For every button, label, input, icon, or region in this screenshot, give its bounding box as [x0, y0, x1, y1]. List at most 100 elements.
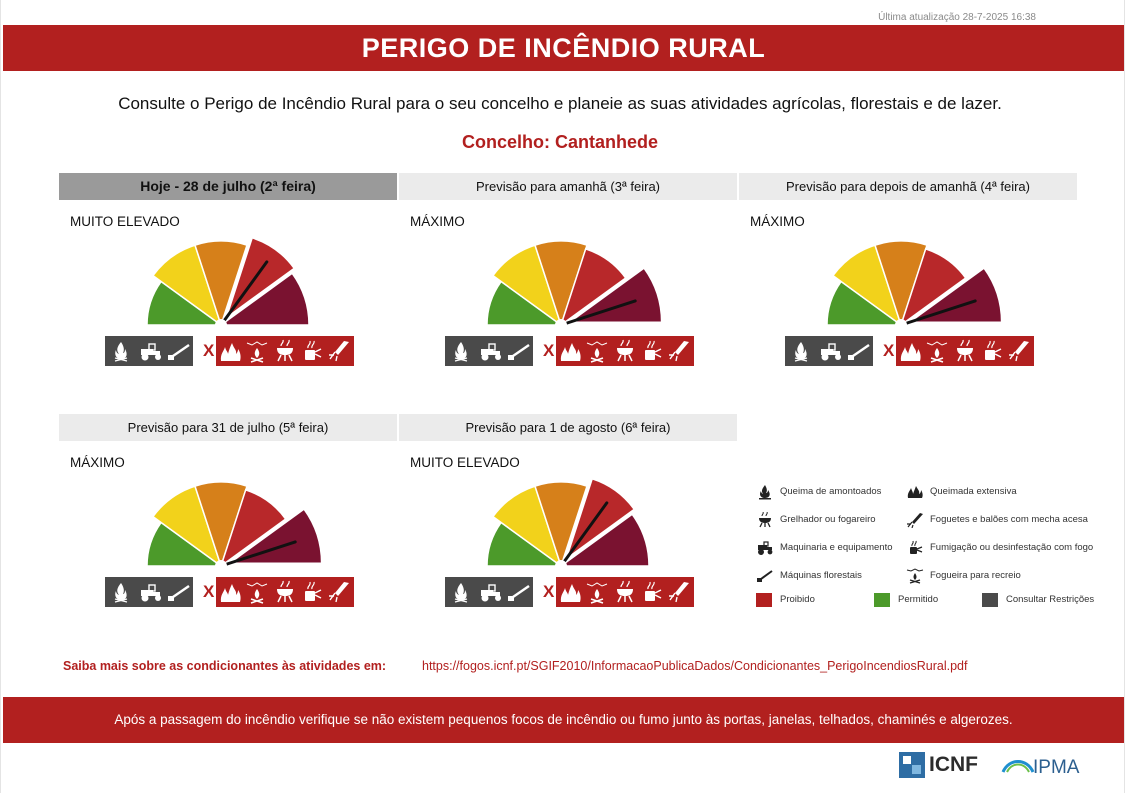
danger-gauge [486, 240, 663, 331]
grill-icon [277, 580, 293, 603]
saw-icon [168, 585, 190, 601]
grill-icon [617, 580, 633, 603]
gauge-segment-2 [194, 240, 248, 328]
gauge-segment-3 [559, 247, 627, 327]
tractor-icon [141, 584, 161, 602]
gauge-segment-2 [194, 481, 248, 569]
prohibited-group [896, 336, 1034, 366]
fire-icon [454, 342, 468, 362]
forecast-day-header: Hoje - 28 de julho (2ª feira) [59, 173, 397, 200]
gauge-segment-2 [534, 240, 588, 328]
gauge-needle [559, 299, 637, 327]
bonfire-icon [906, 568, 924, 584]
tractor-icon [758, 541, 773, 555]
gauge-needle [559, 501, 609, 568]
rocket-icon [1009, 341, 1029, 362]
fire-icon [794, 342, 808, 362]
intro-text: Consulte o Perigo de Incêndio Rural para… [118, 94, 1002, 113]
gauge-segment-4 [227, 508, 323, 564]
forecast-panel: Previsão para 1 de agosto (6ª feira) MUIT… [399, 414, 737, 624]
danger-level-label: MÁXIMO [70, 455, 125, 470]
smoker-icon [305, 340, 322, 360]
danger-gauge [486, 477, 650, 572]
gauge-segment-4 [567, 267, 663, 323]
footer-advice: Após a passagem do incêndio verifique se… [3, 697, 1124, 743]
smoker-icon [645, 581, 662, 601]
forecast-day-header: Previsão para amanhã (3ª feira) [399, 173, 737, 200]
consult-restrictions-group [105, 336, 193, 366]
consult-restrictions-group [445, 577, 533, 607]
wide-icon [220, 584, 241, 602]
forecast-panel: Hoje - 28 de julho (2ª feira) MUITO ELEVA… [59, 173, 397, 383]
flag-icon [586, 582, 608, 604]
gauge-segment-4 [218, 272, 310, 326]
smoker-icon [985, 340, 1002, 360]
consult-restrictions-group [445, 336, 533, 366]
smoker-icon [645, 340, 662, 360]
icnf-logo-text: ICNF [929, 753, 978, 776]
consult-restrictions-group [785, 336, 873, 366]
forecast-day-header: Previsão para 1 de agosto (6ª feira) [399, 414, 737, 441]
gauge-segment-3 [564, 477, 636, 561]
saw-icon [168, 344, 190, 360]
consult-restrictions-group [105, 577, 193, 607]
danger-level-label: MUITO ELEVADO [70, 214, 180, 229]
gauge-needle [899, 299, 977, 327]
rocket-icon [907, 513, 923, 528]
flag-icon [246, 582, 268, 604]
tractor-icon [821, 343, 841, 361]
prohibited-x-icon: X [203, 582, 215, 601]
gauge-segment-2 [874, 240, 928, 328]
forecast-day-header: Previsão para depois de amanhã (4ª feira… [739, 173, 1077, 200]
wide-icon [560, 343, 581, 361]
rocket-icon [329, 341, 349, 362]
wide-icon [560, 584, 581, 602]
wide-icon [220, 343, 241, 361]
gauge-hub [215, 560, 227, 572]
saw-icon [508, 585, 530, 601]
prohibited-group [216, 577, 354, 607]
last-updated: Última atualização 28-7-2025 16:38 [878, 12, 1036, 23]
fire-icon [454, 583, 468, 603]
gauge-hub [555, 319, 567, 331]
forecast-panel: Previsão para 31 de julho (5ª feira) MÁXI… [59, 414, 397, 624]
ipma-logo: IPMA [1001, 757, 1080, 778]
gauge-segment-4 [907, 267, 1003, 323]
gauge-segment-4 [558, 513, 650, 567]
prohibited-x-icon: X [203, 341, 215, 360]
saw-icon [508, 344, 530, 360]
gauge-segment-3 [219, 488, 287, 568]
danger-level-label: MUITO ELEVADO [410, 455, 520, 470]
municipality-label: Concelho: Cantanhede [461, 132, 658, 152]
prohibited-x-icon: X [543, 341, 555, 360]
more-info-label: Saiba mais sobre as condicionantes às at… [63, 659, 387, 673]
icnf-logo: ICNF [899, 752, 978, 778]
fire-icon [114, 342, 128, 362]
gauge-hub [895, 319, 907, 331]
page-title: PERIGO DE INCÊNDIO RURAL [3, 25, 1124, 71]
forecast-panel: Previsão para depois de amanhã (4ª feira… [739, 173, 1077, 383]
wide-fire-icon [907, 486, 923, 498]
gauge-segment-2 [534, 481, 588, 569]
smoker-icon [910, 540, 923, 554]
smoker-icon [305, 581, 322, 601]
grill-icon [759, 512, 771, 528]
conditions-link[interactable]: https://fogos.icnf.pt/SGIF2010/Informaca… [422, 659, 968, 673]
forecast-day-header: Previsão para 31 de julho (5ª feira) [59, 414, 397, 441]
danger-level-label: MÁXIMO [410, 214, 465, 229]
allowed-swatch [874, 593, 890, 607]
prohibited-group [556, 336, 694, 366]
grill-icon [957, 339, 973, 362]
partner-logos: ICNF IPMA [899, 752, 1080, 778]
prohibited-group [216, 336, 354, 366]
flag-icon [246, 341, 268, 363]
gauge-hub [555, 560, 567, 572]
rocket-icon [669, 582, 689, 603]
grill-icon [617, 339, 633, 362]
prohibited-group [556, 577, 694, 607]
forecast-panel: Previsão para amanhã (3ª feira) MÁXIMO X [399, 173, 737, 383]
flag-icon [586, 341, 608, 363]
gauge-hub [215, 319, 227, 331]
saw-icon [848, 344, 870, 360]
